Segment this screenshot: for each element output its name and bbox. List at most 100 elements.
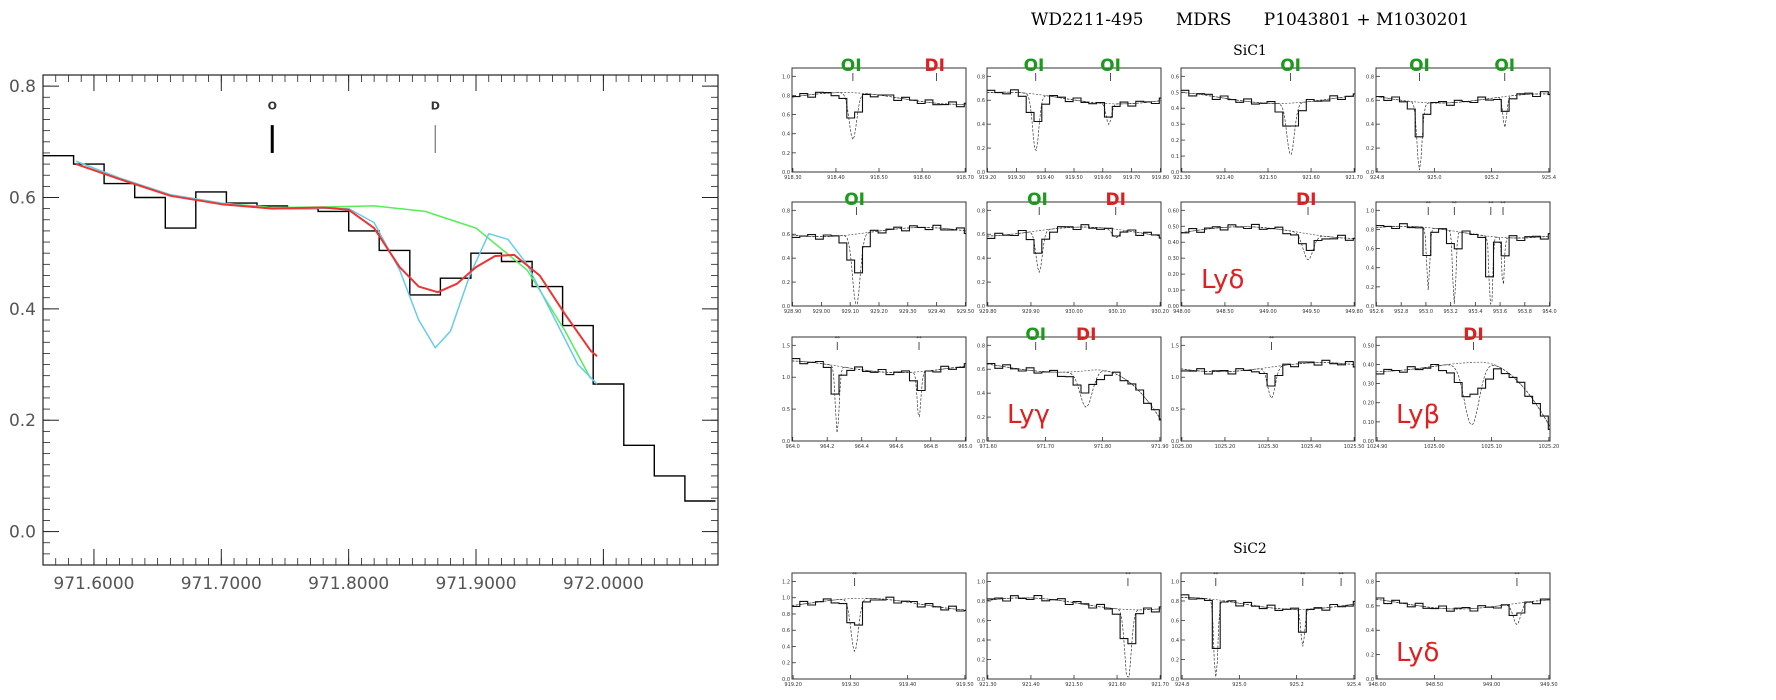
panel-y-tick-label: 0.2	[977, 415, 985, 421]
panel-ion-label: DI	[1296, 190, 1316, 210]
panel-model	[791, 227, 967, 305]
panel-x-tick-label: 1024.90	[1367, 444, 1388, 450]
x-tick-label: 971.6000	[53, 574, 134, 594]
spectrum-panel: 0.0 0.2 0.4 0.6 0.8 948.00 948.50 949.00 949.50 *…	[1366, 572, 1558, 688]
panel-x-tick-label: 925.4	[1542, 175, 1556, 181]
panel-y-tick-label: 0.10	[1168, 288, 1179, 294]
panel-x-tick-label: 929.50	[957, 309, 975, 315]
panel-x-tick-label: 918.30	[784, 175, 802, 181]
panel-y-tick-label: 0.4	[977, 638, 985, 644]
panel-x-tick-label: 953.8	[1518, 309, 1532, 315]
panel-x-tick-label: 925.2	[1484, 175, 1498, 181]
panel-line-star: **	[1452, 201, 1458, 207]
panel-x-tick-label: 964.4	[855, 444, 869, 450]
panel-x-tick-label: 929.40	[928, 309, 946, 315]
panel-y-tick-label: 0.6	[1171, 618, 1179, 624]
panel-x-tick-label: 952.8	[1394, 309, 1408, 315]
spectrum-panel: 0.0 0.2 0.4 0.6 0.8 1.0 924.8 925.0 925.2 925.4 **…	[1171, 572, 1361, 688]
panel-line-star: **	[917, 336, 923, 342]
panel-x-tick-label: 964.0	[786, 444, 800, 450]
panel-species-label: Lyδ	[1396, 638, 1439, 668]
panel-x-tick-label: 918.60	[913, 175, 931, 181]
model-curve-2	[75, 160, 598, 385]
panel-ion-label: OI	[844, 190, 865, 210]
panel-x-tick-label: 953.0	[1419, 309, 1433, 315]
panel-model	[1375, 93, 1551, 170]
panel-x-tick-label: 921.40	[1216, 175, 1234, 181]
panel-data	[792, 224, 966, 274]
panel-line-star: **	[835, 336, 841, 342]
panel-x-tick-label: 1025.30	[1258, 444, 1279, 450]
panel-data	[1376, 223, 1550, 278]
panel-y-tick-label: 0.2	[782, 151, 790, 157]
section-label-sic1: SiC1	[1233, 43, 1267, 59]
panel-x-tick-label: 921.30	[1173, 175, 1191, 181]
panel-x-tick-label: 964.6	[889, 444, 903, 450]
panel-y-tick-label: 0.0	[977, 677, 985, 683]
panel-x-tick-label: 919.60	[1094, 175, 1112, 181]
panel-y-tick-label: 0.0	[1366, 170, 1374, 176]
panel-y-tick-label: 0.6	[977, 367, 985, 373]
panel-data	[987, 595, 1161, 645]
panel-continuum	[1180, 362, 1356, 373]
panel-data	[1376, 91, 1550, 138]
x-tick-label: 971.8000	[308, 574, 389, 594]
panel-line-star: **	[852, 572, 858, 578]
panel-y-tick-label: 0.6	[977, 618, 985, 624]
panel-data	[1181, 359, 1355, 387]
panel-x-tick-label: 1025.20	[1215, 444, 1236, 450]
panel-x-tick-label: 930.10	[1108, 309, 1126, 315]
panel-x-tick-label: 929.30	[899, 309, 917, 315]
panel-x-tick-label: 1025.10	[1481, 444, 1502, 450]
panel-model	[986, 91, 1162, 152]
panel-x-tick-label: 921.70	[1345, 175, 1363, 181]
panel-y-tick-label: 0.6	[1366, 247, 1374, 253]
data-histogram	[43, 155, 716, 502]
panel-x-tick-label: 919.40	[899, 682, 917, 688]
panel-ion-label: DI	[924, 56, 944, 76]
panel-frame	[791, 201, 967, 307]
panel-x-tick-label: 1025.00	[1172, 444, 1193, 450]
panel-y-tick-label: 1.0	[1366, 208, 1374, 214]
panel-y-tick-label: 0.50	[1168, 224, 1179, 230]
spectrum-panel: 0.0 0.5 1.0 1.5 964.0 964.2 964.4 964.6 964.8 965…	[782, 336, 972, 450]
panel-x-tick-label: 918.40	[827, 175, 845, 181]
panel-y-tick-label: 0.0	[1366, 304, 1374, 310]
panel-y-tick-label: 0.2	[1366, 653, 1374, 659]
panel-line-star: **	[1213, 572, 1219, 578]
spectrum-panel: 0.0 0.2 0.4 0.6 0.8 971.60 971.70 971.80 971.90 O…	[977, 325, 1169, 450]
panel-frame	[986, 572, 1162, 680]
panel-y-tick-label: 0.2	[977, 146, 985, 152]
panel-frame	[986, 336, 1162, 442]
model-curve-1	[75, 160, 592, 379]
panel-x-tick-label: 930.00	[1065, 309, 1083, 315]
panel-x-tick-label: 948.00	[1368, 682, 1386, 688]
panel-y-tick-label: 0.0	[1366, 677, 1374, 683]
panel-y-tick-label: 0.00	[1168, 304, 1179, 310]
panel-species-label: Lyδ	[1201, 265, 1244, 295]
panel-y-tick-label: 0.4	[1366, 266, 1374, 272]
spectrum-panel: 0.0 0.2 0.4 0.6 0.8 924.8 925.0 925.2 925.4 OI OI	[1366, 56, 1556, 181]
panel-x-tick-label: 930.20	[1151, 309, 1169, 315]
panel-y-tick-label: 0.0	[782, 170, 790, 176]
panel-ion-label: DI	[1076, 325, 1096, 345]
panel-x-tick-label: 953.2	[1443, 309, 1457, 315]
panel-y-tick-label: 0.8	[977, 74, 985, 80]
panel-y-tick-label: 0.2	[1171, 657, 1179, 663]
panel-model	[1180, 362, 1356, 399]
panel-y-tick-label: 0.8	[782, 93, 790, 99]
panel-data	[987, 89, 1161, 123]
panel-x-tick-label: 953.6	[1493, 309, 1507, 315]
panel-x-tick-label: 919.20	[784, 682, 802, 688]
panel-y-tick-label: 0.4	[782, 644, 790, 650]
panel-y-tick-label: 0.0	[977, 170, 985, 176]
panel-y-tick-label: 1.5	[782, 343, 790, 349]
panel-species-label: Lyγ	[1007, 400, 1050, 430]
panel-x-tick-label: 949.50	[1302, 309, 1320, 315]
panel-y-tick-label: 0.4	[1366, 122, 1374, 128]
panel-x-tick-label: 953.4	[1468, 309, 1482, 315]
panel-model	[792, 360, 967, 433]
panel-x-tick-label: 929.00	[813, 309, 831, 315]
panel-y-tick-label: 0.4	[1171, 638, 1179, 644]
panel-y-tick-label: 0.4	[977, 391, 985, 397]
